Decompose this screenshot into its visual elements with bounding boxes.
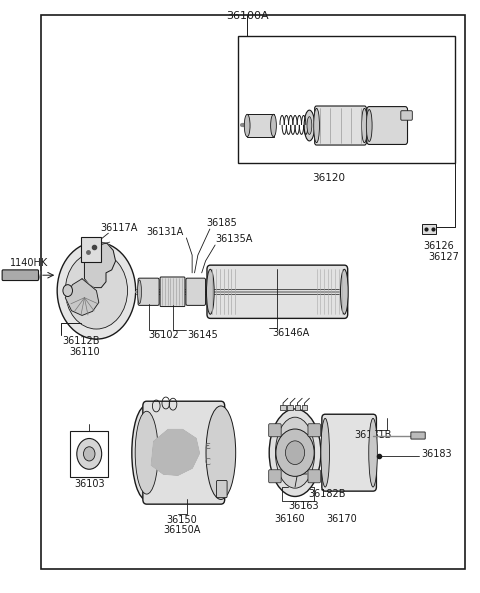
FancyBboxPatch shape [315,106,366,145]
FancyBboxPatch shape [288,406,293,410]
Ellipse shape [340,269,348,314]
Text: 36146A: 36146A [273,329,310,339]
Text: C: C [204,458,210,467]
FancyBboxPatch shape [367,107,408,145]
Circle shape [286,441,305,464]
FancyBboxPatch shape [295,406,300,410]
FancyBboxPatch shape [411,432,425,439]
FancyBboxPatch shape [302,406,308,410]
Text: 36145: 36145 [187,330,218,340]
Polygon shape [152,429,199,475]
Bar [70,431,108,477]
Text: 36102: 36102 [148,330,179,340]
Text: 36185: 36185 [206,218,237,228]
Ellipse shape [369,419,377,487]
Ellipse shape [244,114,250,137]
Text: ε: ε [204,441,211,451]
Ellipse shape [304,110,315,141]
Text: 36150A: 36150A [163,525,200,535]
Circle shape [57,242,136,339]
Ellipse shape [135,412,158,494]
Circle shape [77,438,102,469]
Polygon shape [65,279,99,315]
Ellipse shape [276,417,315,488]
Ellipse shape [138,280,142,304]
Text: 36182B: 36182B [309,489,346,499]
Text: 36131A: 36131A [146,227,183,237]
FancyBboxPatch shape [269,424,281,437]
FancyBboxPatch shape [186,278,205,305]
Text: 36112B: 36112B [62,336,99,346]
Polygon shape [84,242,116,288]
Text: 36117A: 36117A [100,222,138,232]
Text: 36181B: 36181B [354,430,391,440]
FancyBboxPatch shape [160,277,185,307]
Text: 36127: 36127 [428,252,459,262]
FancyBboxPatch shape [2,270,38,280]
Text: 1140HK: 1140HK [10,257,48,267]
Ellipse shape [307,117,312,135]
Bar [247,114,274,137]
Text: 36126: 36126 [423,241,454,251]
Ellipse shape [206,269,214,314]
FancyBboxPatch shape [401,111,412,120]
FancyBboxPatch shape [308,470,321,483]
Text: 36170: 36170 [326,514,357,524]
Ellipse shape [132,406,161,500]
FancyBboxPatch shape [143,401,225,504]
FancyBboxPatch shape [216,480,227,498]
FancyBboxPatch shape [269,470,281,483]
Ellipse shape [314,109,320,143]
FancyBboxPatch shape [322,415,376,491]
Text: 36110: 36110 [69,347,100,358]
Bar [81,237,101,262]
Circle shape [276,429,314,476]
Ellipse shape [321,419,329,487]
Circle shape [63,285,72,296]
Text: 36150: 36150 [166,515,197,525]
FancyBboxPatch shape [422,224,436,234]
Text: 36160: 36160 [275,514,305,524]
Ellipse shape [366,110,372,142]
Text: 36103: 36103 [74,479,105,489]
FancyBboxPatch shape [207,265,348,318]
Bar [41,15,465,569]
Circle shape [84,447,95,461]
Text: 36183: 36183 [421,449,452,459]
Ellipse shape [206,406,236,499]
Ellipse shape [361,109,367,143]
Text: 36135A: 36135A [215,234,252,244]
FancyBboxPatch shape [280,406,286,410]
Bar [238,36,456,164]
Text: 36163: 36163 [288,500,319,511]
Text: 36120: 36120 [312,173,345,183]
FancyBboxPatch shape [308,424,321,437]
Circle shape [65,252,128,329]
Text: 36100A: 36100A [226,11,268,21]
Ellipse shape [269,409,321,496]
Ellipse shape [271,114,276,137]
FancyBboxPatch shape [138,278,159,305]
